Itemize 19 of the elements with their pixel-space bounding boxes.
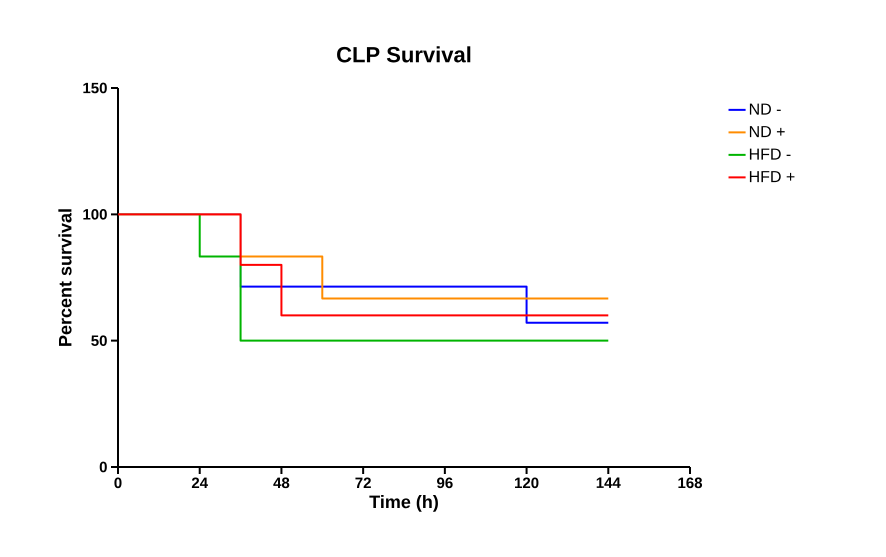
legend-label: HFD + [750, 171, 794, 182]
y-tick-label: 150 [83, 82, 107, 94]
legend-label: ND + [750, 126, 785, 138]
chart-title: CLP Survival [337, 46, 470, 62]
y-tick-label: 50 [91, 335, 107, 346]
y-tick-label: 0 [100, 462, 107, 472]
x-axis-title: Time (h) [369, 495, 438, 512]
x-tick-label: 96 [437, 478, 453, 488]
y-axis-title: Percent survival [58, 209, 72, 346]
x-tick-label: 120 [515, 478, 538, 488]
x-tick-label: 0 [114, 478, 122, 488]
x-tick-label: 48 [273, 478, 290, 488]
legend-label: ND - [750, 104, 781, 115]
y-tick-label: 100 [83, 209, 107, 220]
x-tick-label: 168 [678, 478, 702, 488]
x-tick-label: 72 [355, 478, 371, 488]
legend-label: HFD - [750, 148, 791, 160]
x-tick-label: 144 [596, 478, 621, 488]
x-tick-label: 24 [192, 478, 208, 488]
